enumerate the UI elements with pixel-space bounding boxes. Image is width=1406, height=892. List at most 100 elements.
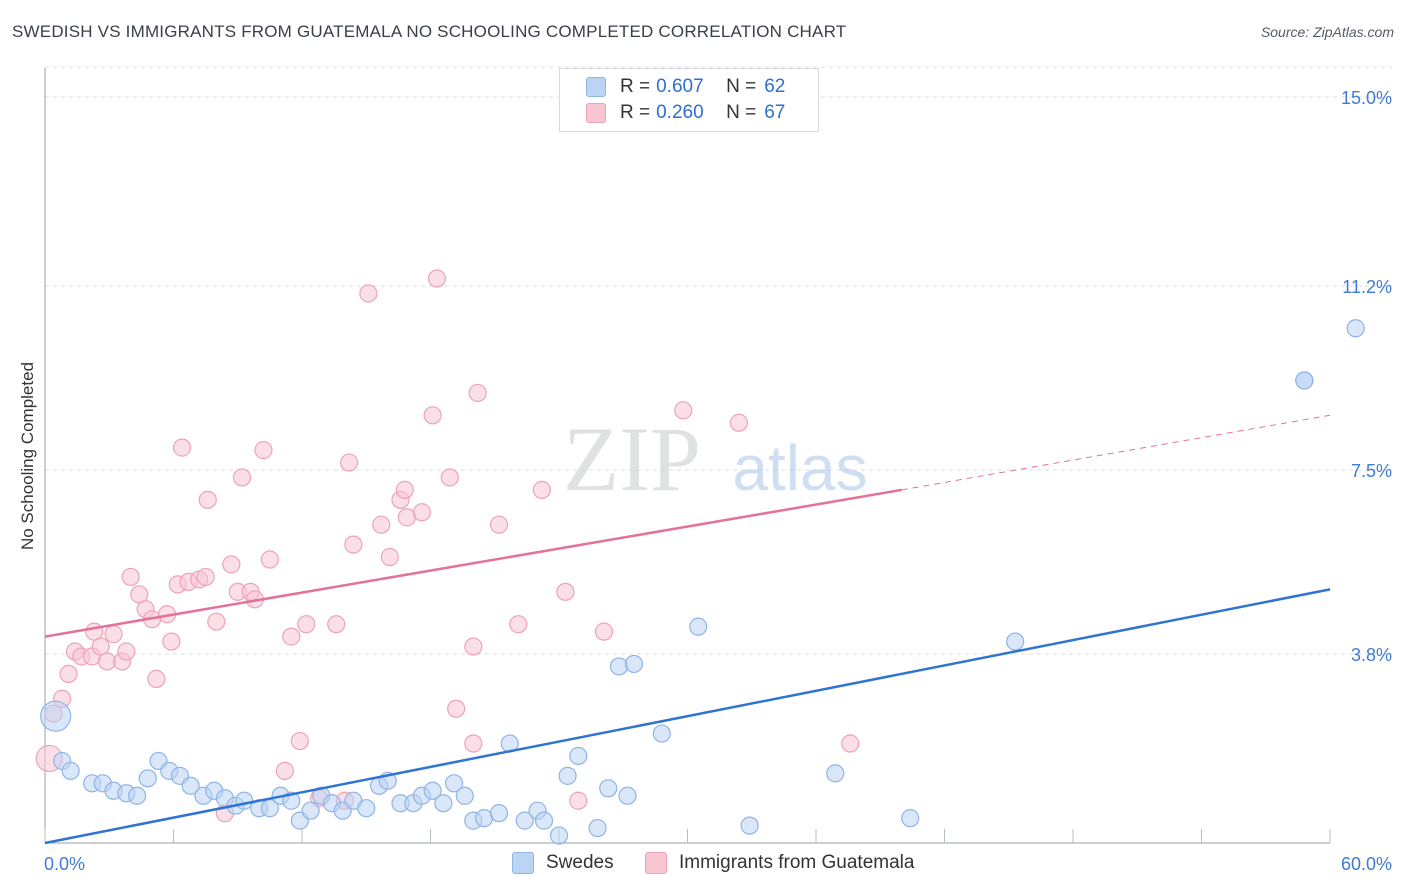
guatemala-point: [297, 615, 316, 634]
guatemala-point: [380, 547, 399, 567]
watermark-zip: ZIP: [563, 408, 701, 510]
guatemala-point: [340, 453, 359, 472]
guatemala-point: [117, 642, 136, 661]
swedes-point: [624, 654, 644, 674]
swedes-point: [588, 818, 607, 838]
n-value: 67: [764, 102, 786, 123]
trend-lines: [44, 414, 1331, 845]
swedes-point: [40, 700, 72, 732]
swedes-point: [1006, 632, 1025, 651]
swedes-point: [181, 776, 200, 795]
guatemala-point: [275, 761, 294, 780]
swedes-point: [444, 774, 464, 793]
guatemala-point: [674, 401, 693, 420]
source-label: Source: ZipAtlas.com: [1260, 24, 1394, 40]
guatemala-point: [359, 284, 378, 303]
watermark: ZIP atlas: [563, 408, 868, 510]
swedes-point: [515, 811, 534, 830]
guatemala-point: [162, 632, 181, 651]
guatemala-point: [196, 567, 215, 587]
swedes-point: [235, 791, 254, 810]
guatemala-point: [198, 490, 217, 509]
guatemala-trend-extension: [901, 414, 1331, 491]
swedes-point: [569, 746, 588, 766]
swedes-point: [357, 799, 376, 818]
guatemala-point: [260, 550, 279, 569]
swedes-point: [1346, 319, 1365, 338]
swedes-point: [534, 811, 554, 830]
n-label: N =: [726, 76, 757, 97]
swedes-point: [558, 766, 577, 785]
guatemala-point: [729, 413, 749, 432]
legend-label-swedes: Swedes: [546, 852, 614, 873]
legend-row-guatemala: R = 0.260 N = 67: [586, 102, 785, 124]
r-value: 0.260: [656, 102, 704, 123]
guatemala-point: [282, 627, 301, 646]
legend-item-swedes[interactable]: Swedes: [512, 852, 614, 874]
n-value: 62: [764, 76, 786, 97]
guatemala-point: [556, 582, 575, 601]
swedes-point: [434, 794, 453, 813]
swedes-point: [652, 724, 671, 743]
swedes-swatch: [512, 852, 534, 874]
axis-ticks: [44, 829, 1331, 843]
guatemala-point: [423, 406, 442, 425]
swedes-point: [423, 781, 442, 800]
guatemala-points: [35, 269, 860, 823]
y-tick-label: 11.2%: [1342, 277, 1392, 297]
guatemala-point: [569, 791, 588, 810]
y-tick-label: 15.0%: [1341, 88, 1392, 108]
legend-label-guatemala: Immigrants from Guatemala: [679, 852, 915, 873]
swedes-point: [489, 804, 509, 823]
legend-item-guatemala[interactable]: Immigrants from Guatemala: [645, 852, 914, 874]
x-tick-label: 60.0%: [1341, 854, 1392, 874]
legend-row-swedes: R = 0.607 N = 62: [586, 76, 785, 98]
guatemala-point: [290, 731, 309, 751]
y-tick-label: 3.8%: [1351, 645, 1392, 665]
guatemala-point: [327, 615, 346, 634]
swedes-point: [301, 801, 320, 820]
guatemala-point: [464, 637, 483, 656]
swedes-swatch: [586, 77, 606, 97]
guatemala-point: [395, 480, 414, 499]
y-tick-label: 7.5%: [1351, 461, 1392, 481]
guatemala-point: [104, 625, 123, 644]
guatemala-point: [412, 503, 432, 522]
swedes-point: [1295, 371, 1314, 390]
grid-lines: [45, 66, 1392, 655]
n-label: N =: [726, 102, 757, 123]
r-label: R =: [620, 102, 651, 123]
guatemala-point: [372, 515, 391, 534]
guatemala-point: [509, 615, 528, 634]
x-tick-label: 0.0%: [44, 854, 85, 874]
correlation-legend: R = 0.607 N = 62 R = 0.260 N = 67: [559, 68, 819, 132]
guatemala-point: [489, 515, 509, 534]
r-value: 0.607: [656, 76, 704, 97]
watermark-atlas: atlas: [732, 432, 867, 504]
swedes-point: [618, 786, 637, 805]
chart-title: SWEDISH VS IMMIGRANTS FROM GUATEMALA NO …: [12, 22, 847, 41]
swedes-point: [455, 786, 474, 805]
guatemala-point: [172, 438, 192, 457]
guatemala-swatch: [586, 103, 606, 123]
swedes-point: [61, 761, 80, 780]
guatemala-point: [254, 441, 273, 460]
guatemala-point: [222, 555, 241, 574]
swedes-point: [599, 779, 618, 798]
guatemala-point: [427, 269, 447, 288]
swedes-point: [127, 786, 147, 805]
guatemala-point: [841, 734, 860, 753]
guatemala-point: [440, 468, 459, 487]
guatemala-point: [121, 567, 140, 587]
swedes-trend-line: [44, 588, 1331, 845]
swedes-point: [138, 769, 157, 788]
guatemala-point: [232, 468, 252, 487]
tick-labels: 3.8% 7.5% 11.2% 15.0% 0.0% 60.0%: [44, 88, 1392, 874]
r-label: R =: [620, 76, 651, 97]
guatemala-point: [464, 734, 483, 753]
swedes-points: [40, 319, 1365, 845]
guatemala-trend-line: [44, 488, 902, 638]
guatemala-swatch: [645, 852, 667, 874]
swedes-point: [826, 764, 845, 783]
